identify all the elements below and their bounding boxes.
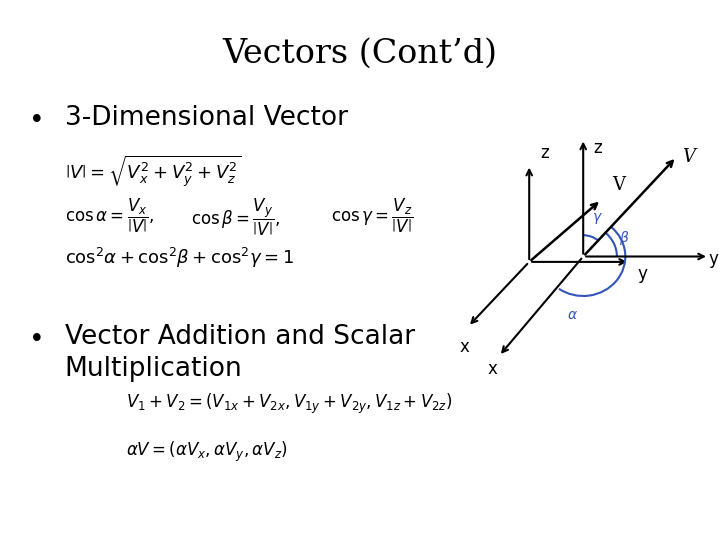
Text: $\beta$: $\beta$ <box>619 229 630 247</box>
Text: x: x <box>459 338 469 355</box>
Text: $\cos\beta = \dfrac{V_y}{\left|V\right|},$: $\cos\beta = \dfrac{V_y}{\left|V\right|}… <box>191 197 280 238</box>
Text: •: • <box>29 327 45 353</box>
Text: •: • <box>29 108 45 134</box>
Text: y: y <box>637 265 647 282</box>
Text: x: x <box>487 360 498 378</box>
Text: V: V <box>612 177 625 194</box>
Text: z: z <box>540 144 549 162</box>
Text: $V_1 + V_2 = (V_{1x} + V_{2x}, V_{1y} + V_{2y}, V_{1z} + V_{2z})$: $V_1 + V_2 = (V_{1x} + V_{2x}, V_{1y} + … <box>126 392 453 416</box>
Text: $\cos\alpha = \dfrac{V_x}{\left|V\right|},$: $\cos\alpha = \dfrac{V_x}{\left|V\right|… <box>65 197 154 235</box>
Text: $\cos^2\!\alpha + \cos^2\!\beta + \cos^2\!\gamma = 1$: $\cos^2\!\alpha + \cos^2\!\beta + \cos^2… <box>65 246 294 270</box>
Text: $\gamma$: $\gamma$ <box>593 211 603 226</box>
Text: $\alpha$: $\alpha$ <box>567 308 578 321</box>
Text: Vectors (Cont’d): Vectors (Cont’d) <box>222 38 498 70</box>
Text: $\cos\gamma = \dfrac{V_z}{\left|V\right|}$: $\cos\gamma = \dfrac{V_z}{\left|V\right|… <box>331 197 413 235</box>
Text: z: z <box>593 139 603 157</box>
Text: 3-Dimensional Vector: 3-Dimensional Vector <box>65 105 348 131</box>
Text: V: V <box>682 148 695 166</box>
Text: $\left|V\right| = \sqrt{V_x^2 + V_y^2 + V_z^2}$: $\left|V\right| = \sqrt{V_x^2 + V_y^2 + … <box>65 154 241 190</box>
Text: $\alpha V = (\alpha V_x, \alpha V_y, \alpha V_z)$: $\alpha V = (\alpha V_x, \alpha V_y, \al… <box>126 440 288 464</box>
Text: Vector Addition and Scalar
Multiplication: Vector Addition and Scalar Multiplicatio… <box>65 324 415 382</box>
Text: y: y <box>709 251 719 268</box>
